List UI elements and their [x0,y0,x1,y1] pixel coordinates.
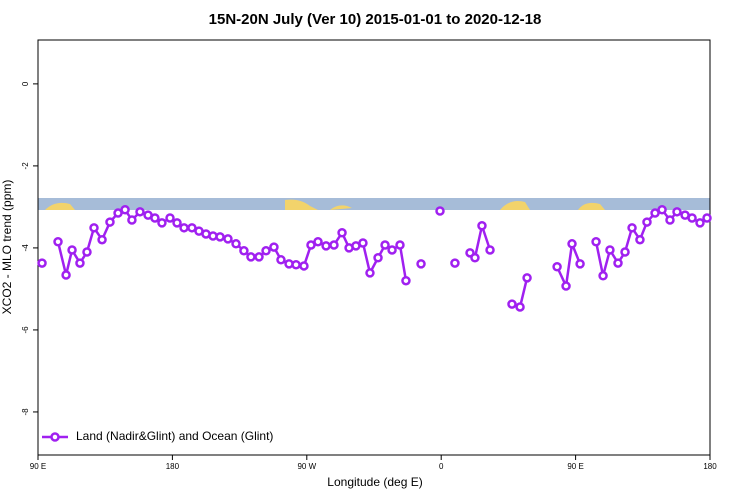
data-point [416,259,426,269]
data-point [477,221,487,231]
y-tick-label: -2 [21,162,30,170]
data-point [605,245,615,255]
data-point [687,213,697,223]
data-point [61,270,71,280]
data-point [127,215,137,225]
data-point [450,258,460,268]
y-tick-label: -6 [21,326,30,334]
chart-title: 15N-20N July (Ver 10) 2015-01-01 to 2020… [209,11,542,28]
data-point [337,227,347,238]
data-point [567,239,577,249]
data-point [401,275,411,286]
data-point [485,245,495,255]
data-point [172,218,182,228]
data-point [552,262,562,272]
data-point [329,240,339,250]
data-point [179,223,189,233]
data-point [239,246,249,256]
data-point [89,223,99,233]
data-point [75,258,85,268]
data-point [665,215,675,225]
data-point [157,218,167,228]
data-point [435,206,445,216]
data-point [313,237,323,247]
data-point [515,302,525,312]
data-point [522,273,532,283]
data-point [291,259,301,270]
data-point [187,223,197,233]
x-tick-label: 90 E [567,462,583,471]
data-point [135,207,145,217]
data-point [702,213,712,223]
data-point [642,217,652,227]
data-point [613,258,623,268]
data-point [575,259,585,269]
data-point [231,239,241,249]
data-point [105,217,115,227]
y-tick-label: 0 [21,81,30,86]
x-tick-label: 0 [439,462,444,471]
data-point [53,237,63,247]
data-point [261,246,271,256]
data-point [627,223,637,233]
x-tick-label: 90 E [30,462,46,471]
data-point [254,252,264,262]
data-point [358,238,368,248]
data-point [657,205,667,215]
data-point [97,234,107,245]
data-point [380,240,390,250]
data-point [269,242,279,252]
data-point [672,207,682,217]
data-point [395,240,405,250]
data-point [165,213,175,223]
data-point [470,253,480,263]
data-point [373,253,383,263]
x-tick-label: 180 [166,462,180,471]
data-point [306,240,316,250]
data-point [150,213,160,223]
data-point [299,261,309,271]
data-point [223,234,233,244]
data-point [67,245,77,255]
y-tick-label: -4 [21,244,30,252]
x-tick-label: 90 W [297,462,316,471]
data-point [113,208,123,218]
legend-label: Land (Nadir&Glint) and Ocean (Glint) [76,429,273,443]
data-point [365,268,375,278]
data-point [321,241,331,251]
data-point [591,237,601,247]
x-axis-label: Longitude (deg E) [327,475,422,489]
legend-marker [50,432,60,442]
data-point [598,271,608,281]
data-point [635,234,645,245]
series-line [555,239,582,291]
data-point [37,258,47,268]
data-point [650,208,660,218]
map-strip [38,198,710,210]
data-point [215,232,225,242]
data-point [695,218,705,228]
data-point [387,245,397,255]
data-point [507,299,517,309]
data-point [620,247,630,257]
y-axis-label: XCO2 - MLO trend (ppm) [0,180,14,315]
data-point [246,252,256,262]
data-point [276,255,286,265]
data-point [561,281,571,291]
x-tick-label: 180 [703,462,717,471]
data-point [82,247,92,257]
data-point [120,205,130,215]
y-tick-label: -8 [21,408,30,416]
